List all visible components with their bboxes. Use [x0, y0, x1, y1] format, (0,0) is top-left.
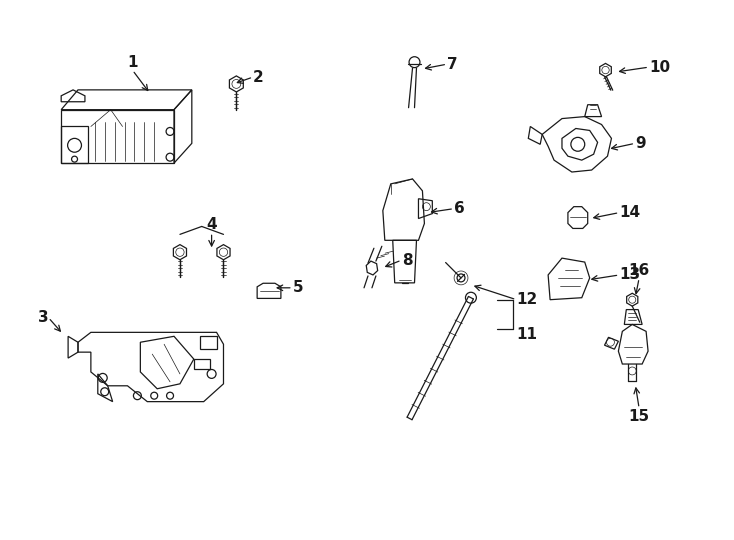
Text: 2: 2 — [253, 70, 264, 84]
Text: 12: 12 — [517, 292, 538, 307]
Text: 3: 3 — [37, 310, 48, 325]
Text: 13: 13 — [619, 267, 641, 282]
Text: 16: 16 — [628, 263, 650, 278]
Text: 4: 4 — [206, 218, 217, 232]
Text: 6: 6 — [454, 201, 465, 216]
Text: 9: 9 — [635, 136, 646, 151]
Text: 15: 15 — [628, 409, 650, 423]
Text: 11: 11 — [517, 327, 537, 342]
Text: 7: 7 — [447, 57, 458, 72]
Text: 5: 5 — [293, 280, 303, 295]
Text: 10: 10 — [649, 59, 670, 75]
Text: 14: 14 — [619, 205, 641, 220]
Text: 8: 8 — [401, 253, 413, 268]
Text: 1: 1 — [127, 55, 138, 70]
